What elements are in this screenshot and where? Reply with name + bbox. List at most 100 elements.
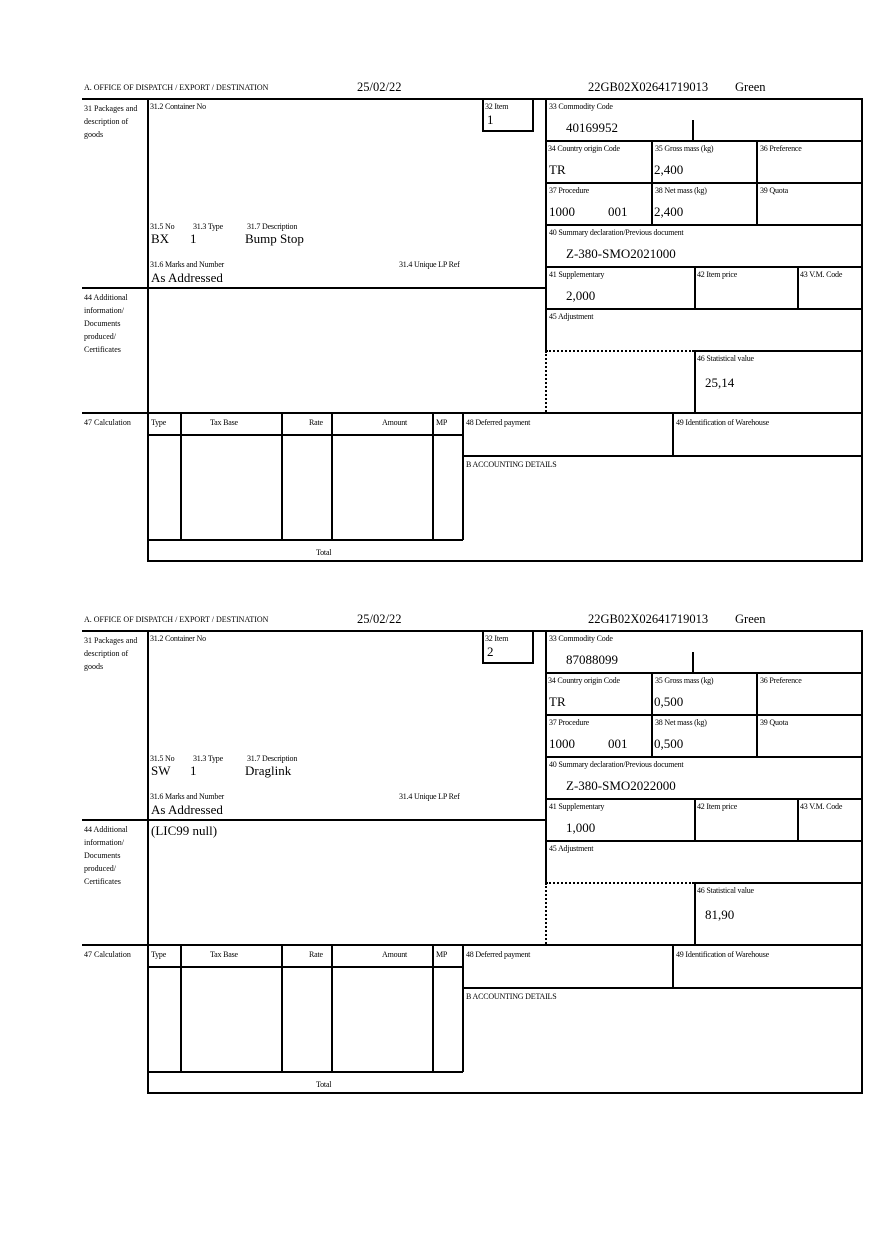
item-label: 32 Item <box>485 634 509 643</box>
net-label: 38 Net mass (kg) <box>655 186 707 195</box>
procedure-label: 37 Procedure <box>549 186 590 195</box>
calc-col-header: Rate <box>309 950 323 959</box>
previous-document: Z-380-SMO2021000 <box>566 246 676 261</box>
rule <box>147 966 463 968</box>
additional-label: 44 Additional information/ Documents pro… <box>84 293 128 354</box>
total-label: Total <box>316 1080 332 1089</box>
rule <box>545 672 862 674</box>
rule <box>180 944 182 1072</box>
type-label: 31.3 Type <box>193 222 223 231</box>
calc-col-header: Type <box>151 950 167 959</box>
rule <box>694 798 696 840</box>
rule <box>462 412 464 540</box>
office-label: A. OFFICE OF DISPATCH / EXPORT / DESTINA… <box>84 83 269 92</box>
item-number: 1 <box>487 112 494 127</box>
vm-code-label: 43 V.M. Code <box>800 270 843 279</box>
commodity-label: 33 Commodity Code <box>549 102 613 111</box>
rule <box>694 882 696 944</box>
rule <box>331 944 333 1072</box>
description-label: 31.7 Description <box>247 222 298 231</box>
rule <box>692 652 694 673</box>
rule <box>672 944 674 988</box>
rule <box>281 944 283 1072</box>
rule <box>797 266 799 308</box>
statistical-label: 46 Statistical value <box>697 354 754 363</box>
accounting-label: B ACCOUNTING DETAILS <box>466 992 557 1001</box>
rule <box>861 630 863 1093</box>
deferred-label: 48 Deferred payment <box>466 418 531 427</box>
calc-col-header: Type <box>151 418 167 427</box>
net-label: 38 Net mass (kg) <box>655 718 707 727</box>
preference-label: 36 Preference <box>760 144 802 153</box>
no-label: 31.5 No <box>150 754 175 763</box>
marks-label: 31.6 Marks and Number <box>150 792 225 801</box>
rule <box>545 224 862 226</box>
summary-label: 40 Summary declaration/Previous document <box>549 760 684 769</box>
preference-label: 36 Preference <box>760 676 802 685</box>
commodity-label: 33 Commodity Code <box>549 634 613 643</box>
supplementary-value: 1,000 <box>566 820 596 835</box>
rule <box>694 266 696 308</box>
accounting-label: B ACCOUNTING DETAILS <box>466 460 557 469</box>
procedure-code: 1000 <box>549 736 575 751</box>
rule <box>797 798 799 840</box>
rule <box>82 819 546 821</box>
rule <box>82 412 862 414</box>
rule <box>432 412 434 540</box>
calculation-label: 47 Calculation <box>84 418 131 427</box>
rule <box>147 630 149 1093</box>
rule <box>545 714 862 716</box>
statistical-label: 46 Statistical value <box>697 886 754 895</box>
rule <box>180 412 182 540</box>
rule <box>147 98 149 561</box>
date: 25/02/22 <box>357 612 402 626</box>
net-mass: 0,500 <box>654 736 684 751</box>
gross-label: 35 Gross mass (kg) <box>655 676 714 685</box>
route: Green <box>735 80 766 94</box>
country-origin: TR <box>549 694 566 709</box>
country-label: 34 Country origin Code <box>548 676 620 685</box>
gross-label: 35 Gross mass (kg) <box>655 144 714 153</box>
calc-col-header: MP <box>436 950 448 959</box>
rule <box>147 434 463 436</box>
summary-label: 40 Summary declaration/Previous document <box>549 228 684 237</box>
rule <box>147 539 463 541</box>
rule <box>672 412 674 456</box>
rule <box>462 455 862 457</box>
commodity-code: 40169952 <box>566 120 618 135</box>
rule <box>694 350 696 412</box>
rule <box>147 560 863 562</box>
calculation-label: 47 Calculation <box>84 950 131 959</box>
rule <box>694 882 862 884</box>
adjustment-label: 45 Adjustment <box>549 312 594 321</box>
unique-ref-label: 31.4 Unique LP Ref <box>399 260 460 269</box>
date: 25/02/22 <box>357 80 402 94</box>
procedure-additional: 001 <box>608 736 628 751</box>
quota-label: 39 Quota <box>760 718 788 727</box>
rule <box>82 944 862 946</box>
rule <box>545 756 862 758</box>
rule <box>545 182 862 184</box>
previous-document: Z-380-SMO2022000 <box>566 778 676 793</box>
rule <box>545 266 862 268</box>
marks-label: 31.6 Marks and Number <box>150 260 225 269</box>
package-type: 1 <box>190 763 197 778</box>
dotted-rule <box>545 351 547 412</box>
dotted-rule <box>546 882 694 884</box>
calc-col-header: Amount <box>382 950 408 959</box>
supplementary-label: 41 Supplementary <box>549 270 605 279</box>
description-label: 31.7 Description <box>247 754 298 763</box>
package-type: 1 <box>190 231 197 246</box>
declaration-reference: 22GB02X02641719013 <box>588 80 709 94</box>
item-price-label: 42 Item price <box>697 802 738 811</box>
statistical-value: 81,90 <box>705 907 735 922</box>
rule <box>692 120 694 141</box>
container-label: 31.2 Container No <box>150 102 206 111</box>
deferred-label: 48 Deferred payment <box>466 950 531 959</box>
country-origin: TR <box>549 162 566 177</box>
rule <box>147 1071 463 1073</box>
marks-value: As Addressed <box>151 802 223 817</box>
rule <box>482 98 484 131</box>
rule <box>545 840 862 842</box>
gross-mass: 2,400 <box>654 162 684 177</box>
